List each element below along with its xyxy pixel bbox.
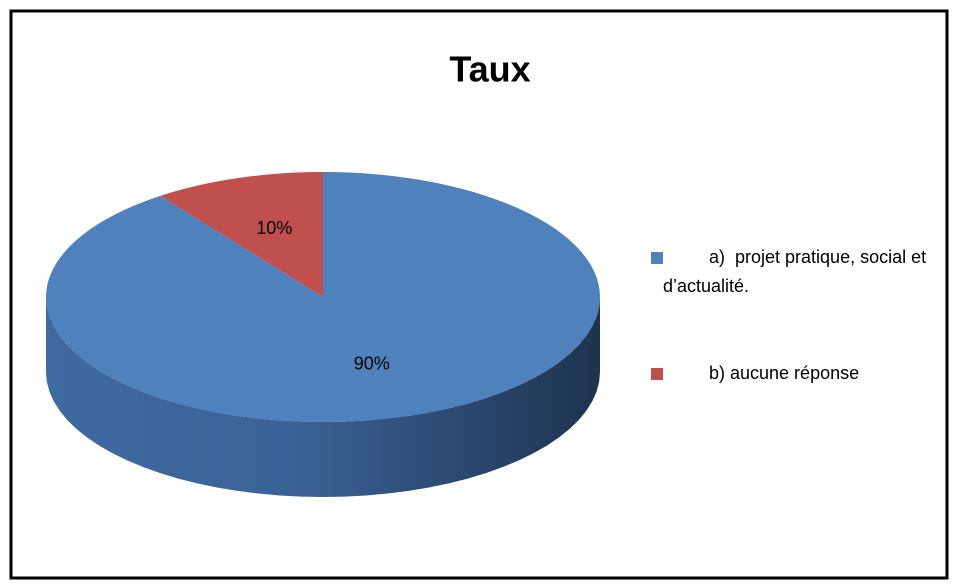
- pie-slice: [160, 172, 323, 297]
- legend-label: b) aucune réponse: [709, 363, 860, 383]
- legend-swatch: [651, 252, 663, 264]
- pie: 90% 10%: [46, 172, 600, 497]
- legend-label: a) projet pratique, social et d’actualit…: [663, 247, 932, 296]
- data-label: 90%: [354, 354, 390, 374]
- legend-swatch: [651, 368, 663, 380]
- data-label: 10%: [256, 218, 292, 238]
- pie-slice-side: [46, 297, 600, 497]
- chart-frame: [9, 9, 949, 580]
- chart-title: Taux: [449, 49, 530, 90]
